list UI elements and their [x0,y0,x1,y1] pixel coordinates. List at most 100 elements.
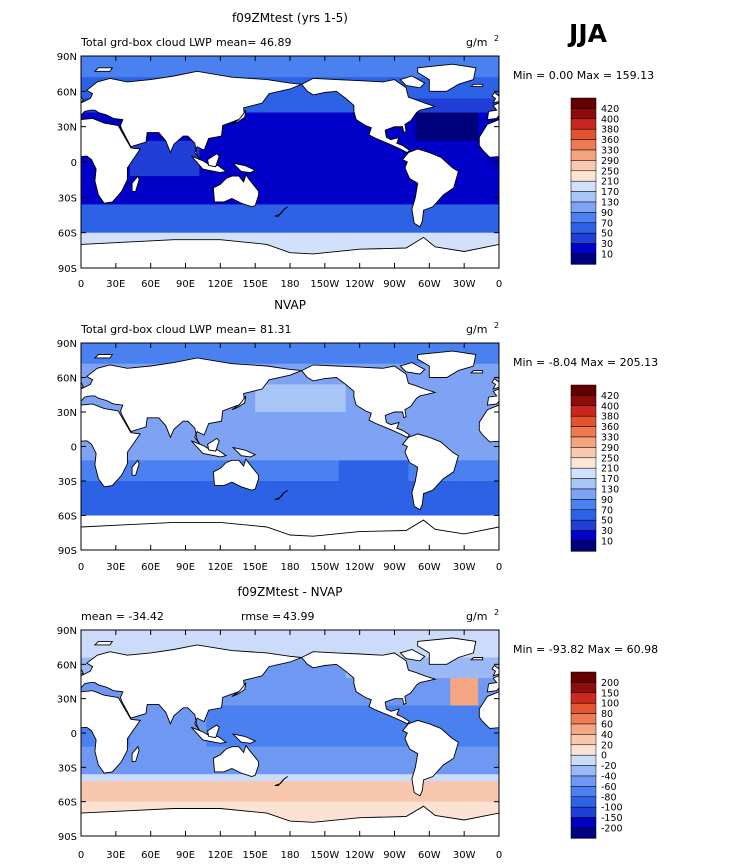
contour-cell [443,91,451,99]
contour-cell [464,733,472,741]
contour-cell [206,140,214,149]
contour-cell [457,684,465,693]
contour-cell [150,56,159,64]
contour-cell [429,712,437,720]
contour-cell [94,356,103,365]
contour-cell [269,733,277,741]
contour-cell [324,439,333,448]
contour-cell [290,126,298,135]
contour-cell [94,787,103,796]
contour-cell [199,432,207,441]
contour-cell [150,460,159,468]
contour-cell [380,630,389,638]
contour-cell [297,501,305,510]
contour-cell [478,684,486,693]
contour-cell [380,481,389,489]
contour-cell [338,162,347,170]
contour-cell [436,98,444,107]
contour-cell [387,197,396,205]
contour-cell [199,739,207,748]
contour-cell [255,398,263,406]
contour-cell [122,211,131,220]
contour-cell [290,787,298,796]
contour-cell [380,487,389,496]
contour-cell [345,781,354,789]
contour-cell [290,630,298,638]
contour-cell [262,384,270,392]
contour-cell [220,218,228,227]
contour-cell [108,63,117,71]
contour-cell [248,391,256,399]
contour-cell [269,197,277,205]
contour-cell [324,508,333,517]
contour-cell [241,712,249,720]
contour-cell [380,363,389,372]
contour-cell [450,190,458,198]
contour-cell [478,439,486,448]
contour-cell [136,140,145,149]
contour-cell [283,664,291,672]
contour-cell [171,190,180,198]
contour-cell [241,63,249,71]
contour-cell [401,218,410,227]
lat-tick-label: 60S [58,229,77,240]
contour-cell [373,162,382,170]
contour-cell [443,630,451,638]
contour-cell [303,453,312,461]
contour-cell [115,643,124,652]
contour-cell [303,391,312,399]
contour-cell [206,197,214,205]
contour-cell [269,787,277,796]
contour-cell [136,630,145,638]
contour-cell [471,405,479,413]
contour-cell [206,349,214,358]
contour-cell [373,183,382,191]
contour-cell [81,684,89,693]
contour-cell [331,343,340,351]
contour-cell [317,774,326,782]
contour-cell [297,77,305,85]
land-japan [231,395,247,411]
contour-cell [324,684,333,693]
contour-cell [401,774,410,782]
contour-cell [297,767,305,775]
contour-cell [178,176,187,184]
contour-cell [185,439,194,448]
contour-cell [359,239,368,248]
lon-tick-label: 0 [78,279,84,290]
contour-cell [220,636,228,645]
contour-cell [450,719,458,727]
contour-cell [471,398,479,406]
contour-cell [303,218,312,227]
contour-cell [241,494,249,503]
contour-cell [408,140,416,149]
contour-cell [101,794,110,803]
contour-cell [269,70,277,78]
contour-cell [171,630,180,638]
contour-cell [185,147,194,156]
contour-cell [464,432,472,441]
contour-cell [143,733,152,741]
contour-cell [206,774,214,782]
contour-cell [457,439,465,448]
contour-cell [255,678,263,686]
lon-tick-label: 90E [176,279,195,290]
contour-cell [485,678,493,686]
contour-cell [269,169,277,177]
contour-cell [345,453,354,461]
contour-cell [297,453,305,461]
contour-cell [492,636,499,645]
contour-cell [464,746,472,755]
contour-cell [157,225,166,234]
contour-cell [227,774,235,782]
contour-cell [262,70,270,78]
contour-cell [255,126,263,135]
contour-cell [164,218,173,227]
contour-cell [94,204,103,213]
units-exponent: 2 [494,34,499,43]
contour-cell [88,774,96,782]
contour-cell [303,197,312,205]
lon-tick-label: 150E [242,279,267,290]
contour-cell [401,176,410,184]
